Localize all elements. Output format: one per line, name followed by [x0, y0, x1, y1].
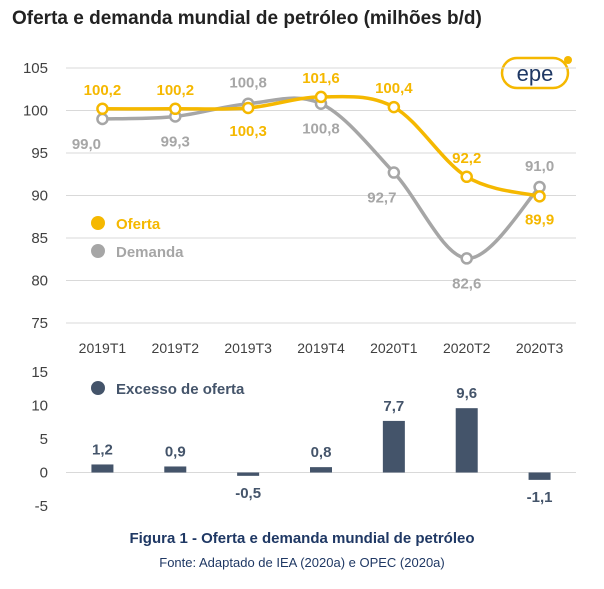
figure-caption: Figura 1 - Oferta e demanda mundial de p…: [129, 530, 475, 547]
data-point-oferta: [96, 102, 109, 116]
bar: [237, 472, 260, 476]
legend-label-demanda: Demanda: [116, 244, 184, 261]
data-point-oferta: [533, 190, 546, 203]
data-label-oferta: 100,2: [157, 82, 195, 99]
x-tick-label: 2020T3: [516, 340, 564, 356]
data-label-oferta: 101,6: [302, 70, 340, 87]
legend-label-oferta: Oferta: [116, 216, 161, 233]
bar-value-label: 0,9: [165, 443, 186, 460]
legend-marker-excesso: [91, 381, 105, 395]
legend-marker-oferta: [91, 216, 105, 230]
y-tick-label: 75: [31, 315, 48, 332]
bar-value-label: 9,6: [456, 385, 477, 402]
data-label-demanda: 100,8: [229, 75, 267, 92]
y-tick-label: 0: [40, 465, 48, 482]
y-tick-label: 85: [31, 230, 48, 247]
y-tick-label: 95: [31, 145, 48, 162]
y-tick-label: 5: [40, 431, 48, 448]
bar: [164, 466, 187, 473]
bar: [528, 472, 551, 480]
data-label-oferta: 100,2: [84, 82, 122, 99]
data-label-oferta: 100,4: [375, 80, 413, 97]
bar-value-label: 1,2: [92, 441, 113, 458]
data-label-oferta: 92,2: [452, 150, 481, 167]
bar-value-label: -0,5: [235, 485, 261, 502]
y-tick-label: 105: [23, 60, 48, 77]
bar: [455, 408, 478, 473]
data-label-demanda: 99,0: [72, 136, 101, 153]
y-tick-label: 90: [31, 188, 48, 205]
x-tick-label: 2019T1: [79, 340, 127, 356]
data-point-demanda: [387, 166, 401, 179]
bar-value-label: -1,1: [527, 489, 553, 506]
bar-value-label: 0,8: [311, 444, 332, 461]
epe-logo: epe: [498, 52, 578, 92]
x-tick-label: 2020T2: [443, 340, 491, 356]
data-point-oferta: [169, 102, 182, 116]
legend-marker-demanda: [91, 244, 105, 258]
data-point-oferta: [241, 101, 255, 115]
x-tick-label: 2019T3: [224, 340, 272, 356]
figure-source: Fonte: Adaptado de IEA (2020a) e OPEC (2…: [159, 555, 445, 570]
x-tick-label: 2019T2: [152, 340, 200, 356]
data-point-oferta: [314, 90, 328, 104]
x-tick-label: 2019T4: [297, 340, 345, 356]
data-point-oferta: [460, 170, 473, 184]
data-point-demanda: [96, 112, 109, 126]
data-label-oferta: 89,9: [525, 211, 554, 228]
data-point-oferta: [387, 100, 401, 114]
data-label-demanda: 91,0: [525, 158, 554, 175]
bar-value-label: 7,7: [383, 398, 404, 415]
bar: [91, 464, 114, 473]
y-tick-label: 100: [23, 103, 48, 120]
data-label-demanda: 100,8: [302, 121, 340, 138]
data-label-demanda: 82,6: [452, 275, 481, 292]
y-tick-label: 15: [31, 364, 48, 381]
y-tick-label: 80: [31, 273, 48, 290]
y-tick-label: -5: [35, 498, 48, 515]
data-label-oferta: 100,3: [229, 123, 267, 140]
logo-text: epe: [517, 61, 554, 86]
x-tick-label: 2020T1: [370, 340, 418, 356]
y-tick-label: 10: [31, 398, 48, 415]
bar: [382, 420, 405, 473]
bar: [310, 467, 332, 473]
data-label-demanda: 99,3: [161, 133, 190, 150]
data-point-demanda: [460, 252, 473, 265]
data-label-demanda: 92,7: [367, 190, 396, 207]
legend-label-excesso: Excesso de oferta: [116, 381, 245, 398]
chart-title: Oferta e demanda mundial de petróleo (mi…: [12, 8, 482, 29]
